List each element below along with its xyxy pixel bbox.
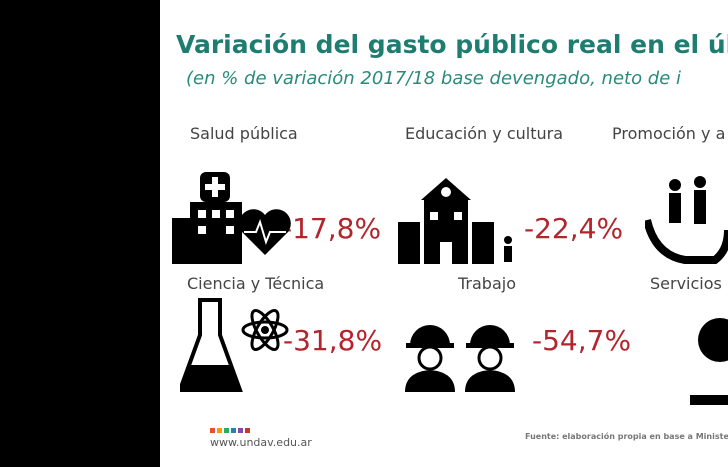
science-icon [180,298,289,392]
item-label: Salud pública [190,124,298,143]
item-label: Promoción y a [612,124,726,143]
footer-site: www.undav.edu.ar [210,436,312,449]
item-label: Servicios [650,274,722,293]
school-icon [398,178,512,264]
family-icon [645,176,728,264]
item-label: Educación y cultura [405,124,563,143]
slide: Variación del gasto público real en el ú… [160,0,728,467]
item-value: -17,8% [282,212,382,245]
subtitle: (en % de variación 2017/18 base devengad… [186,68,682,89]
workers-icon [405,325,515,392]
health-icon [172,172,291,264]
item-value: -22,4% [524,212,624,245]
logo-dots [210,428,250,433]
item-label: Ciencia y Técnica [187,274,325,293]
money-icon [690,318,728,405]
footer-source: Fuente: elaboración propia en base a Min… [525,432,728,441]
item-value: -54,7% [532,324,632,357]
item-label: Trabajo [458,274,516,293]
item-value: -31,8% [283,324,383,357]
title: Variación del gasto público real en el ú… [176,30,728,59]
